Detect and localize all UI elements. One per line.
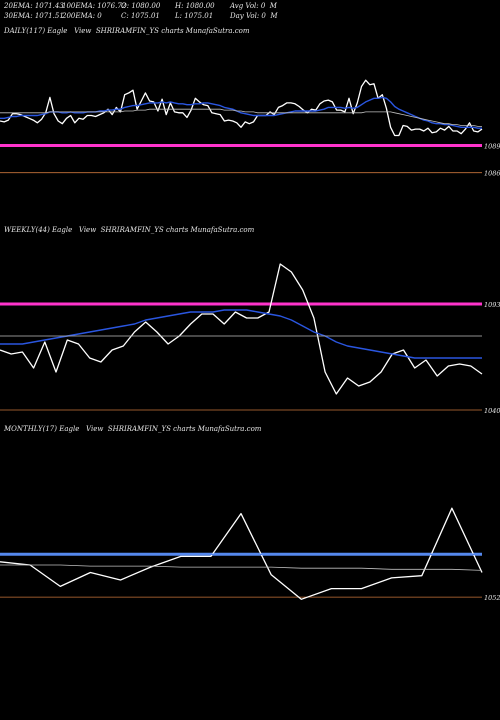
weekly-ema-line	[0, 309, 482, 359]
header-close: C: 1075.01	[121, 12, 160, 20]
daily-ema-line	[0, 96, 482, 129]
weekly-panel-title: WEEKLY(44) Eagle View SHRIRAMFIN_YS char…	[4, 226, 255, 234]
header-avg-vol: Avg Vol: 0 M	[230, 2, 277, 10]
header-20ema: 20EMA: 1071.43	[4, 2, 64, 10]
monthly-avg-line	[0, 564, 483, 571]
monthly-price-line	[0, 507, 483, 600]
monthly-panel-title: MONTHLY(17) Eagle View SHRIRAMFIN_YS cha…	[4, 425, 262, 433]
header-high: H: 1080.00	[175, 2, 215, 10]
daily-chart: 1089 1086	[0, 79, 500, 178]
header-open: O: 1080.00	[121, 2, 161, 10]
header-30ema: 30EMA: 1071.51	[4, 12, 64, 20]
weekly-level-label-1: 1040	[484, 407, 500, 415]
weekly-chart: 1093 1040	[0, 263, 500, 415]
daily-avg-line	[0, 108, 482, 127]
header-day-vol: Day Vol: 0 M	[230, 12, 278, 20]
weekly-level-label-0: 1093	[484, 301, 500, 309]
daily-level-label-0: 1089	[484, 142, 500, 150]
monthly-chart: 1052	[0, 507, 500, 602]
header-low: L: 1075.01	[175, 12, 214, 20]
monthly-level-label-0: 1052	[484, 594, 500, 602]
daily-panel-title: DAILY(117) Eagle View SHRIRAMFIN_YS char…	[4, 27, 250, 35]
header-200ema: 200EMA: 0	[62, 12, 102, 20]
header-100ema: 100EMA: 1076.72	[62, 2, 127, 10]
daily-price-line	[0, 79, 483, 137]
weekly-price-line	[0, 263, 483, 395]
daily-level-label-1: 1086	[484, 170, 500, 178]
